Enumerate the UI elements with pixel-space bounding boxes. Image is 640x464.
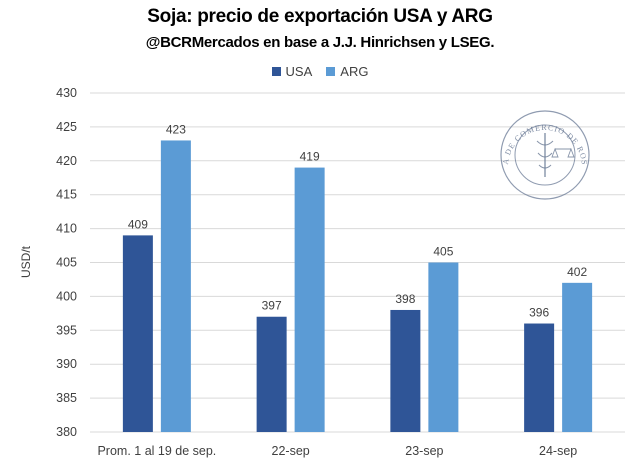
data-labels: 409 423 397 419 398 405 396 402 [128,122,588,319]
data-label-arg: 402 [567,265,587,279]
y-tick-label: 420 [56,154,77,168]
data-label-usa: 397 [262,299,282,313]
seal-outer-ring [500,110,590,200]
bar-arg [428,262,459,432]
seal-serpent [536,140,554,169]
legend-label-arg: ARG [340,64,369,79]
y-tick-label: 410 [56,222,77,236]
seal-scale-pans [551,147,575,158]
chart-subtitle: @BCRMercados en base a J.J. Hinrichsen y… [145,34,495,51]
legend-label-usa: USA [285,64,313,79]
bar-usa [390,309,421,432]
legend-item-usa: USA [271,64,313,79]
legend-item-arg: ARG [326,64,368,79]
bar-arg [562,282,593,432]
x-tick-label: Prom. 1 al 19 de sep. [97,444,216,458]
y-tick-label: 415 [56,188,77,202]
legend-swatch-arg [326,67,336,76]
bar-arg [294,167,325,432]
seal-text: BOLSA DE COMERCIO DE ROSARIO [0,0,589,166]
data-label-usa: 409 [128,217,148,231]
x-tick-label: 22-sep [272,444,310,458]
y-axis-label: USD/t [19,245,33,278]
seal-inner-ring [514,124,576,186]
data-label-usa: 396 [529,306,549,320]
data-label-arg: 405 [433,245,453,259]
y-tick-label: 430 [56,86,77,100]
bar-arg [160,140,191,432]
bar-usa [256,316,287,432]
bars [122,140,593,432]
data-label-usa: 398 [395,292,415,306]
y-axis-ticks: 380 385 390 395 400 405 410 415 420 425 430 [56,86,77,439]
data-label-arg: 423 [166,122,186,136]
y-tick-label: 400 [56,289,77,303]
x-tick-label: 23-sep [405,444,443,458]
bar-usa [122,235,153,432]
y-tick-label: 380 [56,425,77,439]
y-tick-label: 405 [56,256,77,270]
y-tick-label: 385 [56,391,77,405]
chart-title: Soja: precio de exportación USA y ARG [147,6,493,27]
y-tick-label: 425 [56,120,77,134]
legend: USA ARG [0,64,640,79]
x-axis-ticks: Prom. 1 al 19 de sep. 22-sep 23-sep 24-sep [97,444,577,458]
legend-swatch-usa [271,67,281,76]
bcr-seal-watermark: BOLSA DE COMERCIO DE ROSARIO [0,0,590,200]
x-tick-label: 24-sep [539,444,577,458]
y-tick-label: 390 [56,357,77,371]
data-label-arg: 419 [300,150,320,164]
y-tick-label: 395 [56,323,77,337]
bar-usa [524,323,555,432]
